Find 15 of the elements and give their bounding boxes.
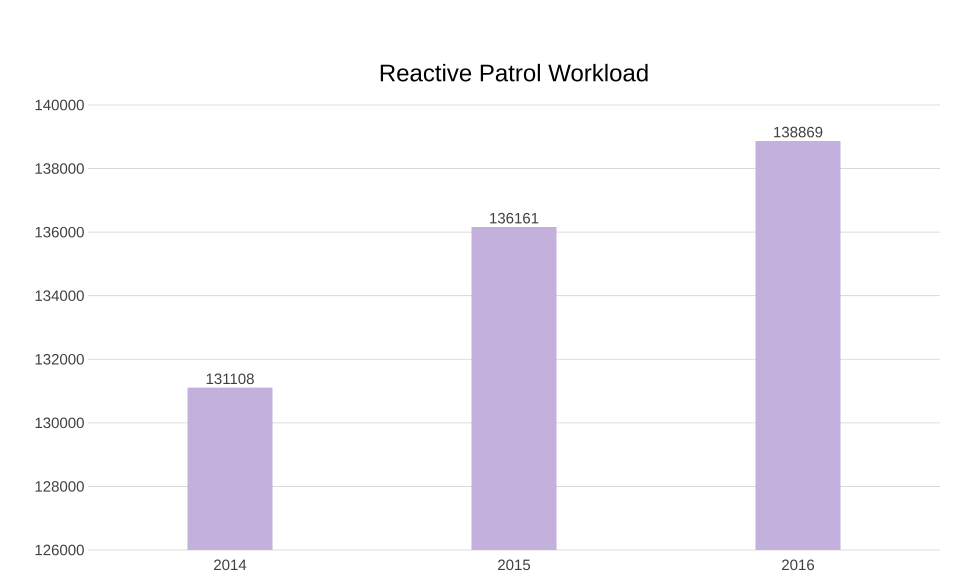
y-tick-label: 140000 [36,100,84,110]
x-tick-label: 2014 [214,560,246,570]
data-label: 131108 [206,373,254,384]
y-tick-label: 134000 [36,290,84,302]
y-tick-label: 132000 [36,354,84,365]
x-tick-label: 2016 [782,560,814,570]
y-tick-label: 126000 [36,544,84,556]
data-label: 136161 [490,212,538,224]
data-label: 138869 [774,126,822,138]
y-tick-label: 136000 [36,226,84,238]
y-tick-label: 130000 [36,418,84,428]
chart-title: Reactive Patrol Workload [380,64,648,82]
y-tick-label: 138000 [36,163,84,174]
x-tick-label: 2015 [498,560,530,570]
y-tick-label: 128000 [36,481,84,492]
